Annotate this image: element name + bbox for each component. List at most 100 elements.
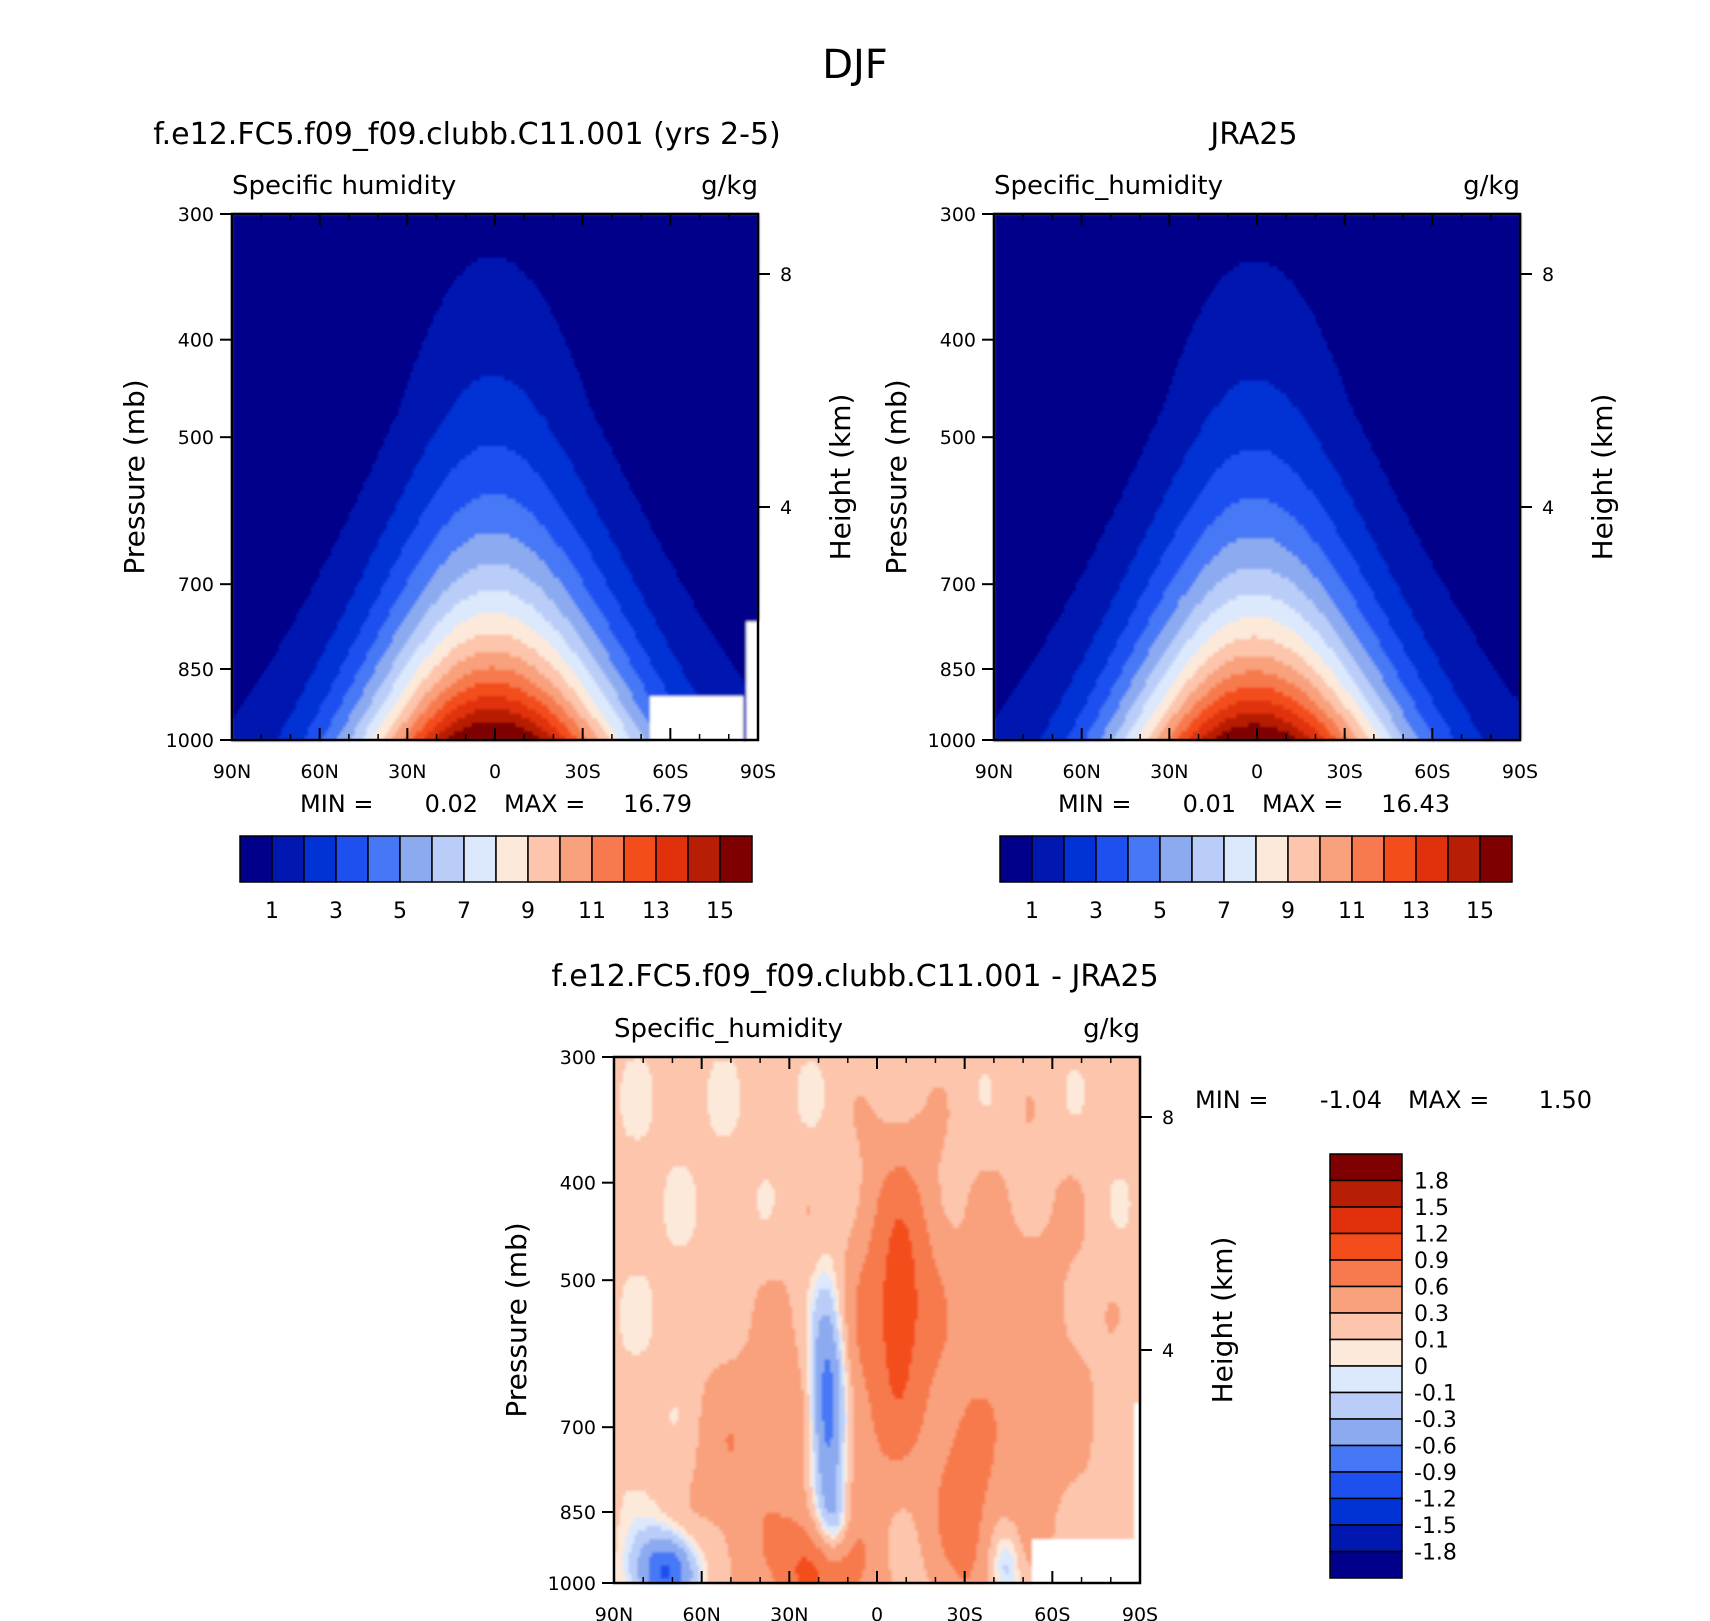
x-tick-label: 60S <box>652 761 688 783</box>
colorbar-box <box>271 835 305 883</box>
panel-obs: JRA25 90N 60N 30N 0 30S 60S 90S 300 400 500 700 850 1… <box>880 117 1619 924</box>
y-right-tick-label: 4 <box>780 497 792 519</box>
colorbar-label: 15 <box>1466 899 1494 924</box>
colorbar-box <box>1329 1206 1403 1235</box>
contour-field <box>232 214 759 741</box>
colorbar-box <box>1329 1153 1403 1182</box>
y-tick-label: 300 <box>178 204 214 226</box>
colorbar-box <box>1351 835 1385 883</box>
colorbar-label: 0.6 <box>1414 1276 1449 1301</box>
min-label: MIN = <box>1058 790 1131 818</box>
colorbar-label: 13 <box>1402 899 1430 924</box>
y-right-tick-label: 4 <box>1162 1340 1174 1362</box>
colorbar-box <box>1159 835 1193 883</box>
min-value: -1.04 <box>1320 1086 1382 1114</box>
min-value: 0.01 <box>1183 790 1236 818</box>
colorbar-box <box>1447 835 1481 883</box>
y-tick-label: 850 <box>178 659 214 681</box>
colorbar-label: 0.1 <box>1414 1329 1449 1354</box>
x-tick-label: 90N <box>595 1604 633 1621</box>
colorbar-box <box>399 835 433 883</box>
y-right-tick-label: 8 <box>1542 264 1554 286</box>
y-tick-label: 1000 <box>548 1573 596 1595</box>
y-axis-label: Pressure (mb) <box>880 379 913 574</box>
y-tick-label: 300 <box>560 1047 596 1069</box>
y-tick-label: 700 <box>560 1417 596 1439</box>
colorbar-label: 0.9 <box>1414 1249 1449 1274</box>
y-right-tick-label: 8 <box>1162 1107 1174 1129</box>
y-tick-label: 850 <box>940 659 976 681</box>
colorbar-box <box>623 835 657 883</box>
min-value: 0.02 <box>425 790 478 818</box>
colorbar-box <box>431 835 465 883</box>
colorbar-label: -0.6 <box>1414 1435 1457 1460</box>
colorbar-label: 3 <box>329 899 343 924</box>
colorbar-box <box>1415 835 1449 883</box>
colorbar-box <box>1329 1444 1403 1473</box>
colorbar-box <box>335 835 369 883</box>
colorbar-box <box>1329 1179 1403 1208</box>
colorbar-box <box>1329 1391 1403 1420</box>
colorbar-box <box>1255 835 1289 883</box>
y-axis-label: Pressure (mb) <box>500 1222 533 1417</box>
colorbar-label: 1 <box>265 899 279 924</box>
colorbar-label: 11 <box>578 899 606 924</box>
colorbar-label: 3 <box>1089 899 1103 924</box>
x-tick-label: 30N <box>770 1604 808 1621</box>
min-label: MIN = <box>300 790 373 818</box>
colorbar-box <box>1127 835 1161 883</box>
x-tick-label: 60S <box>1414 761 1450 783</box>
colorbar-box <box>1329 1259 1403 1288</box>
x-tick-label: 30S <box>565 761 601 783</box>
max-label: MAX = <box>1262 790 1343 818</box>
colorbar-label: -1.5 <box>1414 1514 1457 1539</box>
y-tick-label: 500 <box>178 427 214 449</box>
x-tick-label: 90N <box>975 761 1013 783</box>
colorbar-label: 0.3 <box>1414 1302 1449 1327</box>
y-right-axis-label: Height (km) <box>1586 394 1619 561</box>
colorbar-box <box>1319 835 1353 883</box>
colorbar-label: 1.5 <box>1414 1196 1449 1221</box>
colorbar-box <box>1329 1338 1403 1367</box>
colorbar-label: -0.1 <box>1414 1382 1457 1407</box>
colorbar-box <box>1329 1365 1403 1394</box>
colorbar-label: 7 <box>457 899 471 924</box>
colorbar-label: -1.8 <box>1414 1541 1457 1566</box>
y-tick-label: 700 <box>940 574 976 596</box>
colorbar-box <box>1095 835 1129 883</box>
x-tick-label: 30N <box>388 761 426 783</box>
colorbar-label: -0.3 <box>1414 1408 1457 1433</box>
colorbar-label: 1 <box>1025 899 1039 924</box>
panel-title: JRA25 <box>1208 117 1297 152</box>
colorbar-box <box>1383 835 1417 883</box>
panel-title: f.e12.FC5.f09_f09.clubb.C11.001 (yrs 2-5… <box>153 117 781 152</box>
y-axis-label: Pressure (mb) <box>118 379 151 574</box>
x-tick-label: 60N <box>1062 761 1100 783</box>
y-tick-label: 400 <box>940 330 976 352</box>
colorbar-label: 1.8 <box>1414 1170 1449 1195</box>
x-tick-label: 30S <box>947 1604 983 1621</box>
panel-diff: f.e12.FC5.f09_f09.clubb.C11.001 - JRA25 9… <box>500 959 1592 1621</box>
colorbar-box <box>239 835 273 883</box>
colorbar-box <box>655 835 689 883</box>
colorbar-label: 15 <box>706 899 734 924</box>
colorbar-box <box>527 835 561 883</box>
colorbar-box <box>1329 1285 1403 1314</box>
colorbar-label: 5 <box>393 899 407 924</box>
y-tick-label: 500 <box>940 427 976 449</box>
variable-label: Specific_humidity <box>614 1014 843 1044</box>
colorbar-box <box>1329 1524 1403 1553</box>
colorbar-box <box>1329 1471 1403 1500</box>
contour-field <box>614 1057 1141 1584</box>
x-tick-label: 60N <box>300 761 338 783</box>
colorbar-label: 11 <box>1338 899 1366 924</box>
colorbar-box <box>591 835 625 883</box>
x-tick-label: 0 <box>1251 761 1263 783</box>
y-tick-label: 1000 <box>166 730 214 752</box>
x-tick-label: 0 <box>489 761 501 783</box>
colorbar-box <box>303 835 337 883</box>
colorbar-box <box>1329 1497 1403 1526</box>
max-value: 16.79 <box>623 790 692 818</box>
x-tick-label: 0 <box>871 1604 883 1621</box>
